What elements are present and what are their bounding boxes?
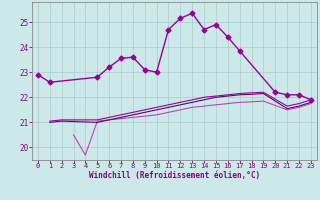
- X-axis label: Windchill (Refroidissement éolien,°C): Windchill (Refroidissement éolien,°C): [89, 171, 260, 180]
